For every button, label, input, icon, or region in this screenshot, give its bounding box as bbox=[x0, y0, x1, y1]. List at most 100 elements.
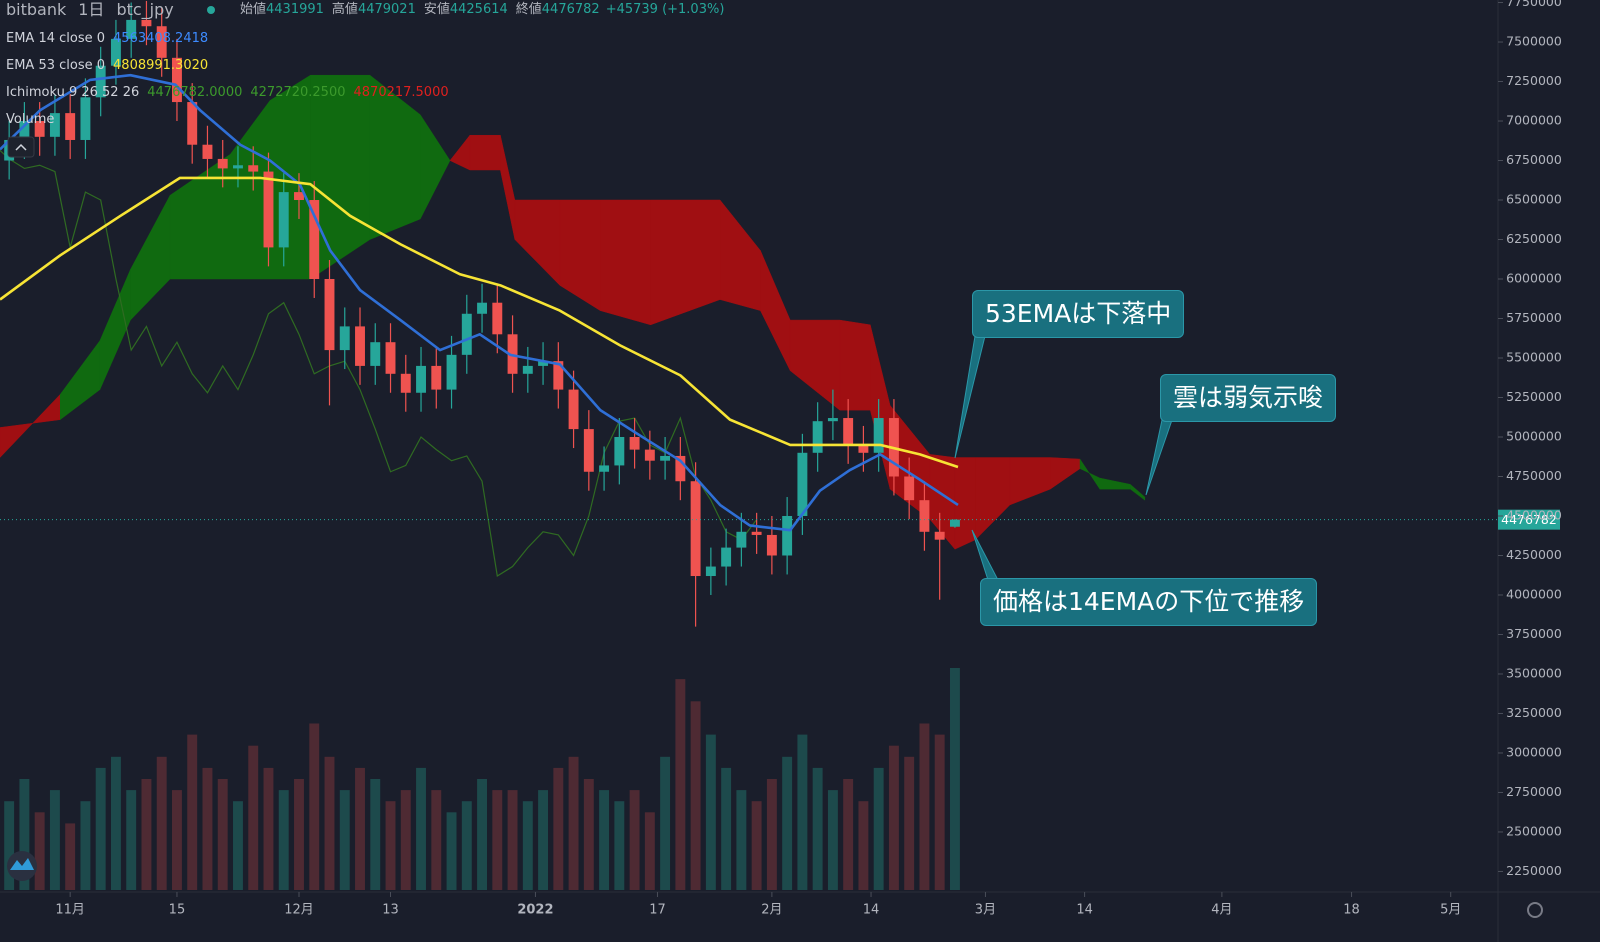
volume-bar bbox=[19, 779, 30, 890]
candle-body bbox=[34, 121, 45, 137]
y-tick-label: 7000000 bbox=[1506, 113, 1562, 128]
candle-body bbox=[141, 19, 152, 27]
candle-body bbox=[171, 57, 182, 103]
annotation: 53EMAは下落中 bbox=[972, 290, 1185, 338]
legend-row: Ichimoku 9 26 52 26 4476782.0000 4272720.2… bbox=[6, 85, 449, 100]
candle-body bbox=[599, 465, 610, 472]
candle-body bbox=[934, 531, 945, 540]
volume-bar bbox=[827, 790, 838, 890]
candle-body bbox=[416, 365, 426, 393]
x-tick-label: 3月 bbox=[975, 903, 996, 918]
candle-body bbox=[721, 547, 732, 567]
candle-body bbox=[675, 455, 686, 482]
volume-bar bbox=[65, 823, 76, 890]
legend-row: EMA 53 close 0 4808991.3020 bbox=[6, 58, 208, 73]
x-tick-label: 11月 bbox=[55, 903, 85, 918]
candle-body bbox=[690, 481, 701, 577]
candle-body bbox=[217, 158, 228, 169]
header-text: 安値 bbox=[424, 1, 450, 17]
candle-body bbox=[827, 418, 838, 422]
collapse-icon bbox=[15, 143, 27, 151]
ichimoku-cloud bbox=[99, 269, 131, 390]
annotation-pointer bbox=[1145, 419, 1173, 496]
header-text: 4431991 bbox=[266, 2, 324, 17]
ichimoku-cloud bbox=[500, 135, 516, 240]
candle-body bbox=[904, 476, 915, 501]
candle-body bbox=[873, 418, 884, 453]
volume-bar bbox=[4, 801, 15, 890]
volume-bar bbox=[294, 779, 304, 890]
ichimoku-cloud bbox=[954, 457, 976, 550]
candle-body bbox=[19, 121, 30, 140]
y-tick-label: 5000000 bbox=[1506, 428, 1562, 443]
x-tick-label: 5月 bbox=[1440, 903, 1461, 918]
volume-bar bbox=[766, 779, 777, 890]
candle-body bbox=[263, 171, 274, 248]
volume-bar bbox=[110, 756, 121, 890]
collapse-button[interactable] bbox=[7, 136, 35, 158]
volume-bar bbox=[843, 779, 854, 890]
candle-body bbox=[843, 418, 854, 445]
y-tick-label: 3250000 bbox=[1506, 705, 1562, 720]
volume-bar bbox=[416, 767, 426, 890]
candle-body bbox=[568, 389, 579, 430]
volume-bar bbox=[782, 756, 793, 890]
candle-body bbox=[736, 531, 747, 548]
settings-button[interactable] bbox=[1527, 902, 1543, 918]
candle-body bbox=[660, 455, 671, 461]
volume-bar bbox=[644, 812, 655, 890]
plot-area bbox=[0, 0, 1498, 890]
candle-body bbox=[110, 38, 121, 66]
volume-bar bbox=[660, 756, 671, 890]
ichimoku-cloud bbox=[130, 195, 171, 321]
ichimoku-cloud bbox=[469, 134, 501, 171]
ichimoku-cloud bbox=[310, 74, 371, 280]
x-tick-label: 15 bbox=[169, 903, 186, 918]
y-tick-label: 7750000 bbox=[1506, 0, 1562, 9]
candle-body bbox=[446, 354, 457, 390]
header-text: 4479021 bbox=[358, 2, 416, 17]
volume-bar bbox=[156, 756, 167, 890]
volume-bar bbox=[461, 801, 472, 890]
last-price-tag bbox=[1498, 509, 1560, 530]
volume-bar bbox=[599, 790, 610, 890]
x-tick-label: 18 bbox=[1343, 903, 1360, 918]
candle-body bbox=[583, 429, 594, 472]
ichimoku-cloud bbox=[650, 199, 721, 326]
volume-bar bbox=[339, 790, 350, 890]
header-text: 始値 bbox=[240, 1, 266, 17]
candle-body bbox=[65, 113, 76, 140]
candle-body bbox=[492, 302, 503, 335]
volume-bar bbox=[171, 790, 182, 890]
volume-bar bbox=[812, 767, 823, 890]
header: bitbank 1日 btc_jpy bbox=[6, 0, 174, 20]
volume-bar bbox=[614, 801, 625, 890]
volume-bar bbox=[568, 756, 579, 890]
ichimoku-cloud bbox=[839, 319, 871, 411]
last-price-label: 4476782 bbox=[1501, 512, 1557, 527]
header-text: Ichimoku 9 26 52 26 bbox=[6, 85, 139, 100]
candle-body bbox=[400, 373, 411, 393]
candle-body bbox=[126, 19, 137, 39]
header-text: 4563408.2418 bbox=[113, 31, 208, 46]
candle-body bbox=[248, 165, 259, 172]
y-tick-label: 3000000 bbox=[1506, 744, 1562, 759]
volume-bar bbox=[675, 679, 686, 890]
header-text: 4272720.2500 bbox=[250, 85, 345, 100]
header-text: bitbank bbox=[6, 0, 67, 19]
volume-bar bbox=[934, 734, 945, 890]
volume-bar bbox=[904, 756, 915, 890]
candle-body bbox=[797, 452, 808, 516]
y-tick-label: 2750000 bbox=[1506, 784, 1562, 799]
volume-bar bbox=[278, 790, 289, 890]
ichimoku-cloud bbox=[1079, 458, 1101, 490]
candle-body bbox=[233, 165, 243, 169]
candle-body bbox=[858, 444, 869, 453]
header-text: btc_jpy bbox=[116, 0, 173, 20]
ichimoku-cloud bbox=[600, 199, 651, 326]
candle-body bbox=[614, 436, 625, 466]
volume-bar bbox=[538, 790, 549, 890]
header-text: 1日 bbox=[78, 0, 104, 19]
candle-body bbox=[751, 531, 762, 535]
volume-bar bbox=[858, 801, 869, 890]
